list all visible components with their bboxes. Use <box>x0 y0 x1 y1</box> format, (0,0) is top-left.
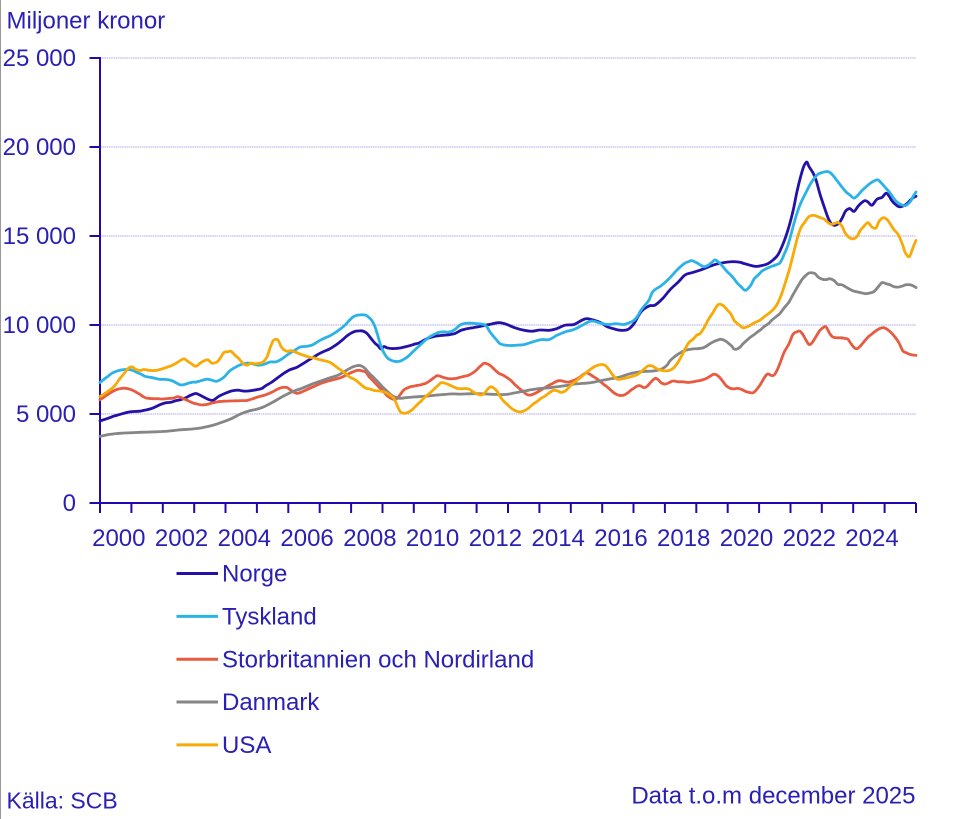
svg-text:2018: 2018 <box>657 525 710 552</box>
svg-text:Data t.o.m december 2025: Data t.o.m december 2025 <box>631 783 915 810</box>
svg-text:2004: 2004 <box>218 525 271 552</box>
svg-text:2016: 2016 <box>594 525 647 552</box>
svg-text:2006: 2006 <box>280 525 333 552</box>
svg-text:20 000: 20 000 <box>3 134 76 161</box>
svg-text:USA: USA <box>222 732 271 759</box>
svg-text:2014: 2014 <box>532 525 585 552</box>
svg-text:2022: 2022 <box>783 525 836 552</box>
svg-text:0: 0 <box>63 490 76 517</box>
svg-text:Tyskland: Tyskland <box>222 604 317 631</box>
svg-text:Danmark: Danmark <box>222 689 320 716</box>
svg-text:15 000: 15 000 <box>3 223 76 250</box>
svg-text:2002: 2002 <box>155 525 208 552</box>
svg-text:2008: 2008 <box>343 525 396 552</box>
svg-text:2000: 2000 <box>92 525 145 552</box>
svg-text:25 000: 25 000 <box>3 45 76 72</box>
svg-text:2010: 2010 <box>406 525 459 552</box>
svg-text:5 000: 5 000 <box>16 401 76 428</box>
svg-text:Norge: Norge <box>222 561 287 588</box>
svg-text:Storbritannien och Nordirland: Storbritannien och Nordirland <box>222 646 534 673</box>
svg-text:Källa: SCB: Källa: SCB <box>7 788 118 814</box>
svg-text:2012: 2012 <box>469 525 522 552</box>
svg-text:2020: 2020 <box>720 525 773 552</box>
svg-text:2024: 2024 <box>845 525 898 552</box>
svg-text:10 000: 10 000 <box>3 312 76 339</box>
svg-text:Miljoner kronor: Miljoner kronor <box>7 7 166 34</box>
